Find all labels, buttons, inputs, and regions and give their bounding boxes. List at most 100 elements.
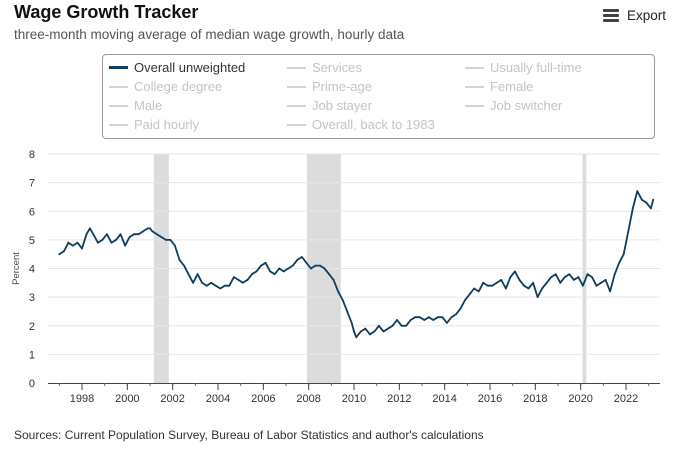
data-point [391, 324, 394, 327]
data-point [495, 281, 498, 284]
line-chart: 0 1 2 3 4 5 6 7 8 1998 2000 2002 2004 2006 2008 2010 201… [11, 149, 660, 405]
legend-item-prime-age[interactable]: Prime-age [287, 79, 372, 94]
data-point [151, 230, 154, 233]
y-tick-label: 2 [29, 321, 35, 333]
data-point [237, 279, 240, 281]
legend-item-job-switcher[interactable]: Job switcher [465, 98, 562, 113]
data-point [455, 313, 457, 316]
legend-item-college-degree[interactable]: College degree [109, 79, 222, 94]
y-axis-title: Percent [11, 252, 22, 285]
data-point [196, 273, 199, 276]
legend-item-female[interactable]: Female [465, 79, 533, 94]
data-point [364, 327, 367, 330]
data-point [500, 279, 503, 281]
data-point [545, 281, 548, 284]
data-point [514, 270, 516, 273]
data-point [418, 316, 421, 319]
legend-item-job-stayer[interactable]: Job stayer [287, 98, 372, 113]
y-tick-label: 4 [29, 264, 35, 276]
data-point [310, 267, 312, 270]
data-point [97, 241, 99, 244]
data-point [568, 273, 571, 276]
data-point [396, 319, 398, 321]
data-point [491, 284, 494, 287]
y-tick-label: 3 [29, 292, 35, 304]
data-point [573, 279, 575, 281]
data-point [641, 198, 643, 201]
y-tick-label: 0 [29, 378, 35, 390]
data-point [636, 190, 639, 193]
chart-title: Wage Growth Tracker [14, 2, 199, 22]
data-point [72, 244, 74, 247]
data-point [63, 250, 65, 253]
data-point [505, 287, 507, 290]
x-tick-label: 2000 [115, 393, 139, 405]
data-point [414, 316, 417, 319]
legend-label: College degree [134, 79, 223, 94]
data-point [269, 270, 271, 273]
data-point [550, 276, 553, 278]
data-point [446, 322, 448, 324]
data-point [577, 276, 580, 278]
legend-item-male[interactable]: Male [109, 98, 162, 113]
data-point [527, 287, 530, 290]
data-point [278, 267, 281, 270]
x-tick-label: 2014 [432, 393, 456, 405]
legend-item-overall-back-to-1983[interactable]: Overall, back to 1983 [287, 117, 435, 132]
data-point [115, 239, 117, 241]
x-tick-label: 2012 [387, 393, 411, 405]
legend-item-overall-unweighted[interactable]: Overall unweighted [109, 60, 245, 75]
data-point [618, 261, 621, 264]
y-tick-label: 1 [29, 349, 35, 361]
y-tick-label: 8 [29, 149, 35, 161]
data-point [319, 264, 321, 267]
data-point [541, 287, 543, 290]
data-point [260, 264, 262, 267]
data-point [459, 307, 462, 310]
data-point [273, 273, 276, 276]
data-point [523, 284, 525, 287]
data-point [92, 233, 95, 236]
data-point [600, 281, 602, 284]
data-point [346, 310, 349, 313]
legend-label: Job switcher [490, 98, 563, 113]
data-point [400, 324, 403, 327]
legend-swatch [465, 85, 484, 88]
data-point [350, 322, 353, 324]
legend-item-usually-full-time[interactable]: Usually full-time [465, 60, 582, 75]
data-point [353, 330, 355, 333]
export-button[interactable]: Export [602, 8, 666, 23]
x-tick-label: 2018 [523, 393, 547, 405]
data-point [282, 270, 285, 273]
menu-icon [602, 9, 619, 22]
data-point [591, 276, 593, 278]
data-point [146, 227, 149, 230]
data-point [58, 253, 61, 256]
data-point [255, 270, 258, 273]
data-point [155, 233, 158, 236]
data-point [242, 281, 244, 284]
legend-swatch [109, 85, 128, 88]
data-point [355, 336, 358, 339]
data-point [142, 230, 145, 233]
data-point [219, 287, 222, 290]
legend-item-services[interactable]: Services [287, 60, 362, 75]
data-point [305, 261, 308, 264]
data-point [314, 264, 317, 267]
data-point [382, 330, 385, 333]
data-point [441, 316, 444, 319]
data-point [532, 281, 534, 284]
data-point [473, 287, 475, 290]
data-point [187, 273, 190, 276]
y-tick-label: 5 [29, 235, 35, 247]
legend-swatch [109, 104, 128, 107]
data-point [337, 290, 339, 293]
data-point [582, 284, 584, 287]
data-point [81, 247, 83, 250]
data-point [149, 227, 151, 230]
data-point [387, 327, 389, 330]
x-tick-label: 1998 [70, 393, 94, 405]
x-tick-label: 2010 [342, 393, 366, 405]
data-point [201, 281, 204, 284]
legend-item-paid-hourly[interactable]: Paid hourly [109, 117, 199, 132]
